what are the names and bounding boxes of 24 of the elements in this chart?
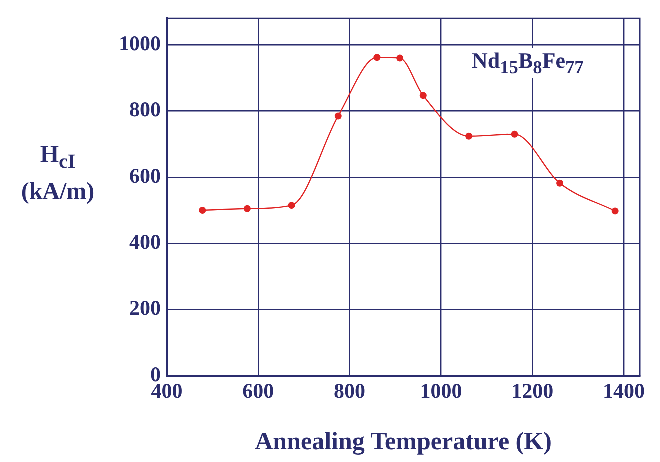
- x-tick-label: 1000: [420, 379, 462, 404]
- point: [612, 208, 619, 215]
- x-tick-label: 1400: [603, 379, 646, 404]
- point: [420, 92, 427, 100]
- point: [199, 207, 206, 214]
- point: [396, 54, 404, 62]
- annotation: Nd$_{15}$B$_{8}$Fe$_{77}$: [470, 48, 586, 78]
- x-tick-label: 600: [242, 379, 274, 404]
- point: [374, 54, 381, 62]
- point: [466, 132, 473, 140]
- x-tick-label: 1200: [512, 379, 554, 404]
- point: [334, 112, 342, 120]
- y-axis-title: H$_{cI}$ (kA/m): [20, 141, 96, 207]
- point: [244, 205, 251, 212]
- y-tick-label: 400: [130, 230, 161, 254]
- y-tick-label: 800: [130, 98, 161, 122]
- point: [556, 180, 564, 187]
- point: [511, 130, 518, 138]
- x-tick-label: 800: [334, 379, 366, 404]
- point: [288, 202, 296, 210]
- y-tick-label: 200: [130, 296, 161, 320]
- y-tick-label: 1000: [119, 31, 161, 56]
- x-axis-title: Annealing Temperature (K): [255, 428, 552, 456]
- y-tick-label: 600: [130, 164, 161, 188]
